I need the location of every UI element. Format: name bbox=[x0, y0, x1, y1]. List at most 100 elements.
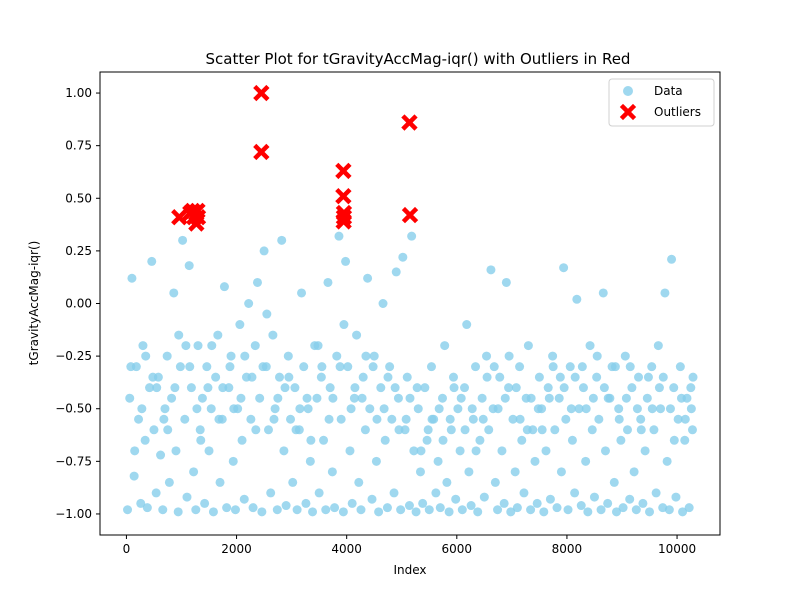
data-point bbox=[420, 383, 430, 393]
data-point bbox=[257, 507, 267, 517]
data-point bbox=[346, 404, 356, 414]
data-point bbox=[200, 498, 210, 508]
data-point bbox=[181, 341, 191, 351]
data-point bbox=[581, 456, 591, 466]
data-point bbox=[501, 277, 511, 287]
data-point bbox=[184, 261, 194, 271]
data-point bbox=[453, 404, 463, 414]
data-point bbox=[508, 414, 518, 424]
data-point bbox=[545, 494, 555, 504]
data-point bbox=[442, 477, 452, 487]
data-point bbox=[219, 282, 229, 292]
data-point bbox=[559, 383, 569, 393]
data-point bbox=[229, 404, 239, 414]
data-point bbox=[675, 362, 685, 372]
data-point bbox=[686, 404, 696, 414]
data-point bbox=[519, 488, 529, 498]
data-point bbox=[396, 505, 406, 515]
data-point bbox=[415, 467, 425, 477]
data-point bbox=[360, 425, 370, 435]
data-point bbox=[314, 488, 324, 498]
data-point bbox=[180, 414, 190, 424]
data-point bbox=[334, 231, 344, 241]
data-point bbox=[478, 414, 488, 424]
data-point bbox=[123, 505, 133, 515]
data-point bbox=[130, 446, 140, 456]
data-point bbox=[312, 393, 322, 403]
data-point bbox=[203, 383, 213, 393]
outlier-point bbox=[335, 213, 352, 230]
data-point bbox=[444, 507, 454, 517]
data-point bbox=[482, 372, 492, 382]
data-point bbox=[539, 507, 549, 517]
data-point bbox=[394, 425, 404, 435]
data-point bbox=[493, 505, 503, 515]
data-point bbox=[127, 273, 137, 283]
data-point bbox=[225, 362, 235, 372]
data-point bbox=[237, 435, 247, 445]
data-point bbox=[418, 498, 428, 508]
data-point bbox=[251, 425, 261, 435]
data-point bbox=[561, 414, 571, 424]
data-point bbox=[284, 372, 294, 382]
data-point bbox=[506, 507, 516, 517]
data-point bbox=[226, 351, 236, 361]
data-point bbox=[189, 467, 199, 477]
data-point bbox=[570, 488, 580, 498]
y-tick-label: −0.50 bbox=[55, 402, 92, 416]
data-point bbox=[149, 425, 159, 435]
data-point bbox=[631, 505, 641, 515]
data-point bbox=[594, 414, 604, 424]
data-point bbox=[680, 414, 690, 424]
data-point bbox=[250, 341, 260, 351]
data-point bbox=[412, 383, 422, 393]
data-point bbox=[426, 362, 436, 372]
data-point bbox=[352, 330, 362, 340]
data-point bbox=[665, 404, 675, 414]
data-point bbox=[567, 435, 577, 445]
data-point bbox=[462, 320, 472, 330]
y-tick-label: 0.50 bbox=[65, 191, 92, 205]
data-point bbox=[336, 414, 346, 424]
data-point bbox=[371, 456, 381, 466]
data-point bbox=[228, 456, 238, 466]
data-point bbox=[523, 341, 533, 351]
data-point bbox=[504, 351, 514, 361]
data-point bbox=[688, 372, 698, 382]
data-point bbox=[532, 498, 542, 508]
legend-outlier-label: Outliers bbox=[654, 105, 701, 119]
data-point bbox=[640, 446, 650, 456]
data-point bbox=[455, 446, 465, 456]
x-tick-label: 10000 bbox=[658, 542, 696, 556]
data-point bbox=[554, 393, 564, 403]
data-point bbox=[645, 507, 655, 517]
data-point bbox=[393, 393, 403, 403]
data-point bbox=[174, 330, 184, 340]
data-point bbox=[468, 414, 478, 424]
data-point bbox=[235, 320, 245, 330]
data-point bbox=[356, 505, 366, 515]
data-point bbox=[321, 505, 331, 515]
data-point bbox=[490, 477, 500, 487]
data-point bbox=[543, 383, 553, 393]
data-point bbox=[244, 299, 254, 308]
data-point bbox=[134, 414, 144, 424]
data-point bbox=[435, 503, 445, 513]
chart-title: Scatter Plot for tGravityAccMag-iqr() wi… bbox=[206, 50, 631, 68]
data-point bbox=[297, 288, 307, 298]
data-point bbox=[407, 231, 417, 241]
data-point bbox=[423, 425, 433, 435]
data-point bbox=[273, 393, 283, 403]
x-tick-label: 4000 bbox=[331, 542, 362, 556]
data-point bbox=[451, 494, 461, 504]
data-point bbox=[411, 507, 421, 517]
data-point bbox=[159, 414, 169, 424]
data-point bbox=[137, 404, 147, 414]
data-point bbox=[563, 505, 573, 515]
data-point bbox=[456, 393, 466, 403]
data-point bbox=[158, 505, 168, 515]
data-point bbox=[248, 503, 258, 513]
data-point bbox=[614, 414, 624, 424]
data-point bbox=[240, 351, 250, 361]
